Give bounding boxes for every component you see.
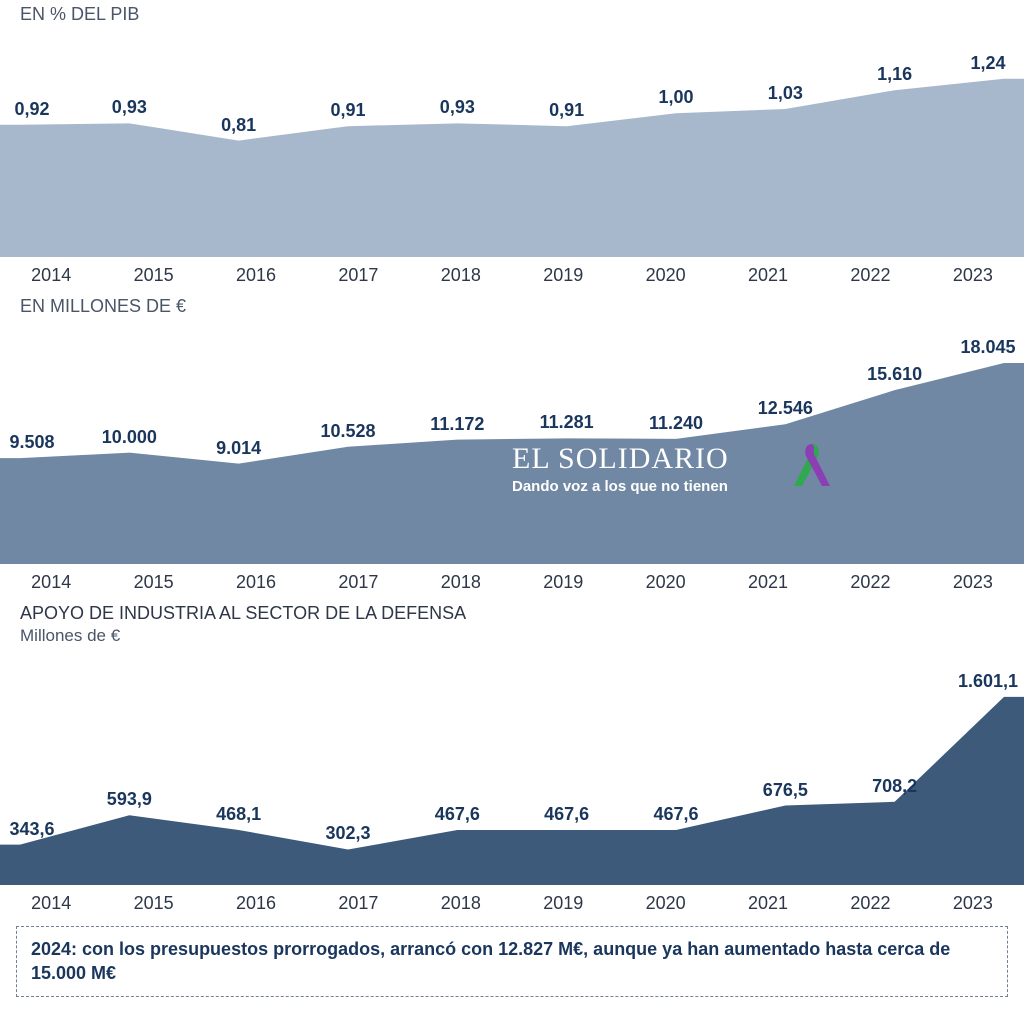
x-axis-year: 2016 — [205, 572, 307, 593]
chart3-subtitle: Millones de € — [0, 626, 1024, 650]
x-axis-year: 2015 — [102, 572, 204, 593]
x-axis-year: 2016 — [205, 893, 307, 914]
data-point-label: 708,2 — [872, 776, 917, 797]
ribbon-icon — [792, 438, 832, 492]
data-point-label: 0,93 — [112, 97, 147, 118]
x-axis-year: 2022 — [819, 265, 921, 286]
data-point-label: 10.528 — [320, 421, 375, 442]
x-axis-year: 2014 — [0, 893, 102, 914]
data-point-label: 0,93 — [440, 97, 475, 118]
chart1-x-axis: 2014201520162017201820192020202120222023 — [0, 257, 1024, 292]
x-axis-year: 2023 — [922, 265, 1024, 286]
chart1-area: 0,92 0,93 0,81 0,91 0,93 0,91 1,00 1,03 1,16 1,24 — [0, 27, 1024, 257]
data-point-label: 343,6 — [9, 819, 54, 840]
data-point-label: 467,6 — [435, 804, 480, 825]
data-point-label: 0,91 — [330, 100, 365, 121]
data-point-label: 0,81 — [221, 115, 256, 136]
data-point-label: 468,1 — [216, 804, 261, 825]
data-point-label: 1.601,1 — [958, 671, 1018, 692]
chart2-area: 9.508 10.000 9.014 10.528 11.172 11.281 11.240… — [0, 319, 1024, 564]
data-point-label: 593,9 — [107, 789, 152, 810]
chart2-title: EN MILLONES DE € — [0, 292, 1024, 319]
x-axis-year: 2014 — [0, 265, 102, 286]
chart-millions: EN MILLONES DE € 9.508 10.000 9.014 10.528 1… — [0, 292, 1024, 599]
chart3-title: APOYO DE INDUSTRIA AL SECTOR DE LA DEFEN… — [0, 599, 1024, 626]
data-point-label: 1,00 — [658, 87, 693, 108]
x-axis-year: 2017 — [307, 572, 409, 593]
data-point-label: 1,16 — [877, 64, 912, 85]
x-axis-year: 2023 — [922, 572, 1024, 593]
data-point-label: 9.508 — [9, 432, 54, 453]
x-axis-year: 2020 — [614, 893, 716, 914]
data-point-label: 676,5 — [763, 780, 808, 801]
x-axis-year: 2015 — [102, 893, 204, 914]
data-point-label: 18.045 — [960, 337, 1015, 358]
x-axis-year: 2021 — [717, 572, 819, 593]
x-axis-year: 2014 — [0, 572, 102, 593]
chart3-x-axis: 2014201520162017201820192020202120222023 — [0, 885, 1024, 920]
x-axis-year: 2018 — [410, 265, 512, 286]
x-axis-year: 2018 — [410, 893, 512, 914]
x-axis-year: 2019 — [512, 572, 614, 593]
data-point-label: 11.172 — [430, 414, 484, 435]
data-point-label: 12.546 — [758, 398, 813, 419]
x-axis-year: 2015 — [102, 265, 204, 286]
data-point-label: 9.014 — [216, 438, 261, 459]
chart3-area: 343,6 593,9 468,1 302,3 467,6 467,6 467,6 676,5… — [0, 650, 1024, 885]
chart1-title: EN % DEL PIB — [0, 0, 1024, 27]
footer-note: 2024: con los presupuestos prorrogados, … — [16, 926, 1008, 997]
data-point-label: 467,6 — [653, 804, 698, 825]
x-axis-year: 2019 — [512, 893, 614, 914]
data-point-label: 10.000 — [102, 427, 157, 448]
data-point-label: 1,03 — [768, 83, 803, 104]
x-axis-year: 2019 — [512, 265, 614, 286]
x-axis-year: 2018 — [410, 572, 512, 593]
data-point-label: 11.240 — [649, 413, 703, 434]
x-axis-year: 2020 — [614, 265, 716, 286]
chart-pib-percent: EN % DEL PIB 0,92 0,93 0,81 0,91 0,93 0,91 1,0… — [0, 0, 1024, 292]
x-axis-year: 2021 — [717, 265, 819, 286]
x-axis-year: 2023 — [922, 893, 1024, 914]
x-axis-year: 2017 — [307, 893, 409, 914]
x-axis-year: 2022 — [819, 572, 921, 593]
data-point-label: 11.281 — [540, 412, 594, 433]
chart2-x-axis: 2014201520162017201820192020202120222023 — [0, 564, 1024, 599]
x-axis-year: 2016 — [205, 265, 307, 286]
data-point-label: 15.610 — [867, 364, 922, 385]
x-axis-year: 2022 — [819, 893, 921, 914]
data-point-label: 0,91 — [549, 100, 584, 121]
data-point-label: 0,92 — [14, 99, 49, 120]
x-axis-year: 2020 — [614, 572, 716, 593]
data-point-label: 467,6 — [544, 804, 589, 825]
x-axis-year: 2017 — [307, 265, 409, 286]
data-point-label: 302,3 — [325, 823, 370, 844]
x-axis-year: 2021 — [717, 893, 819, 914]
chart-industry-support: APOYO DE INDUSTRIA AL SECTOR DE LA DEFEN… — [0, 599, 1024, 920]
data-point-label: 1,24 — [970, 53, 1005, 74]
